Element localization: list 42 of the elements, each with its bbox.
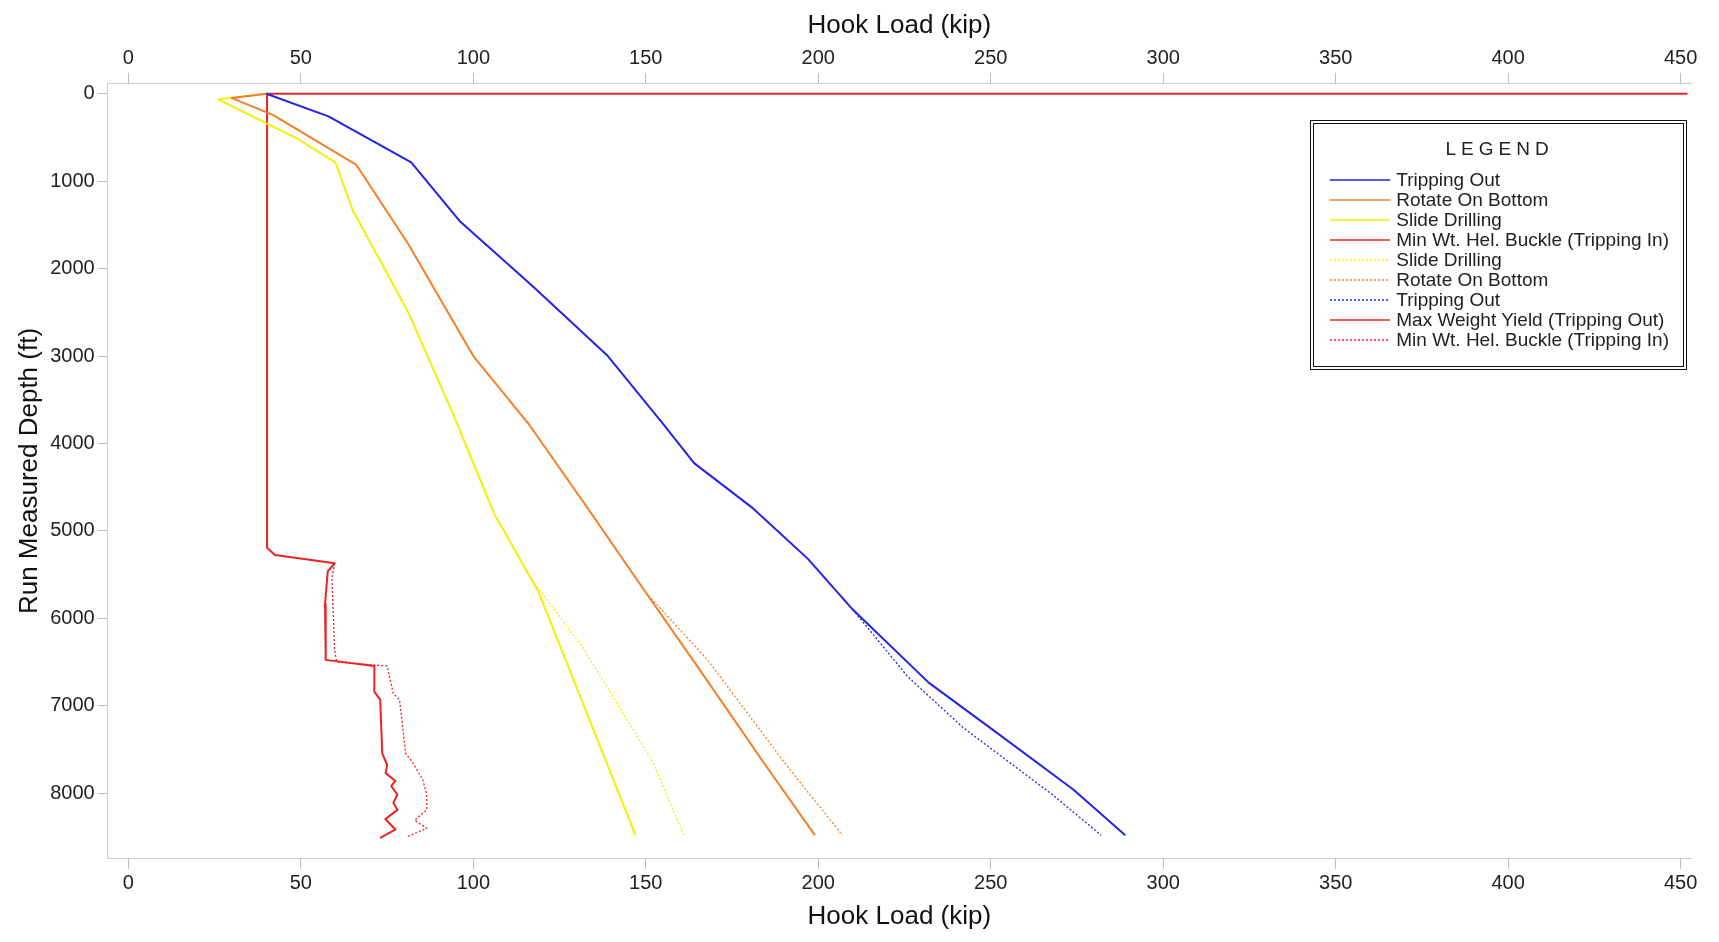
x2-tick-label: 150: [629, 45, 663, 68]
y-tick-label: 6000: [50, 605, 95, 628]
legend-label: Min Wt. Hel. Buckle (Tripping In): [1396, 329, 1669, 351]
x2-tick-label: 300: [1146, 45, 1180, 68]
x2-tick-label: 250: [974, 45, 1008, 68]
y-tick-label: 3000: [50, 343, 95, 366]
x2-tick-label: 200: [801, 45, 835, 68]
y-tick-label: 4000: [50, 430, 95, 453]
x-tick-label: 150: [629, 871, 663, 894]
y-tick-label: 7000: [50, 693, 95, 716]
legend-label: Tripping Out: [1396, 169, 1501, 191]
legend-label: Rotate On Bottom: [1396, 189, 1549, 211]
legend-label: Rotate On Bottom: [1396, 269, 1549, 291]
y-axis-title: Run Measured Depth (ft): [12, 327, 43, 615]
x-tick-label: 50: [289, 871, 312, 894]
x-tick-label: 0: [122, 871, 134, 894]
legend-label: Slide Drilling: [1396, 249, 1502, 271]
x-tick-label: 200: [801, 871, 835, 894]
legend-label: Slide Drilling: [1396, 209, 1502, 231]
x-tick-label: 450: [1663, 871, 1698, 894]
x-tick-label: 400: [1491, 871, 1525, 894]
y-tick-label: 0: [83, 81, 95, 104]
y-tick-label: 8000: [50, 780, 95, 803]
x2-tick-label: 400: [1491, 45, 1525, 68]
x2-axis-title: Hook Load (kip): [807, 8, 992, 39]
x2-tick-label: 0: [122, 45, 134, 68]
x-tick-label: 300: [1146, 871, 1180, 894]
x2-tick-label: 50: [289, 45, 312, 68]
x2-tick-label: 350: [1319, 45, 1353, 68]
x-tick-label: 350: [1319, 871, 1353, 894]
y-tick-label: 5000: [50, 518, 95, 541]
x2-tick-label: 450: [1663, 45, 1698, 68]
y-tick-label: 1000: [50, 168, 95, 191]
legend-label: Max Weight Yield (Tripping Out): [1396, 309, 1665, 331]
x2-tick-label: 100: [456, 45, 491, 68]
legend-label: Tripping Out: [1396, 289, 1501, 311]
legend-label: Min Wt. Hel. Buckle (Tripping In): [1396, 229, 1669, 251]
y-tick-label: 2000: [50, 256, 95, 279]
legend-title: LEGEND: [1444, 138, 1555, 160]
x-tick-label: 100: [456, 871, 491, 894]
x-axis-title: Hook Load (kip): [807, 899, 992, 930]
x-tick-label: 250: [974, 871, 1008, 894]
